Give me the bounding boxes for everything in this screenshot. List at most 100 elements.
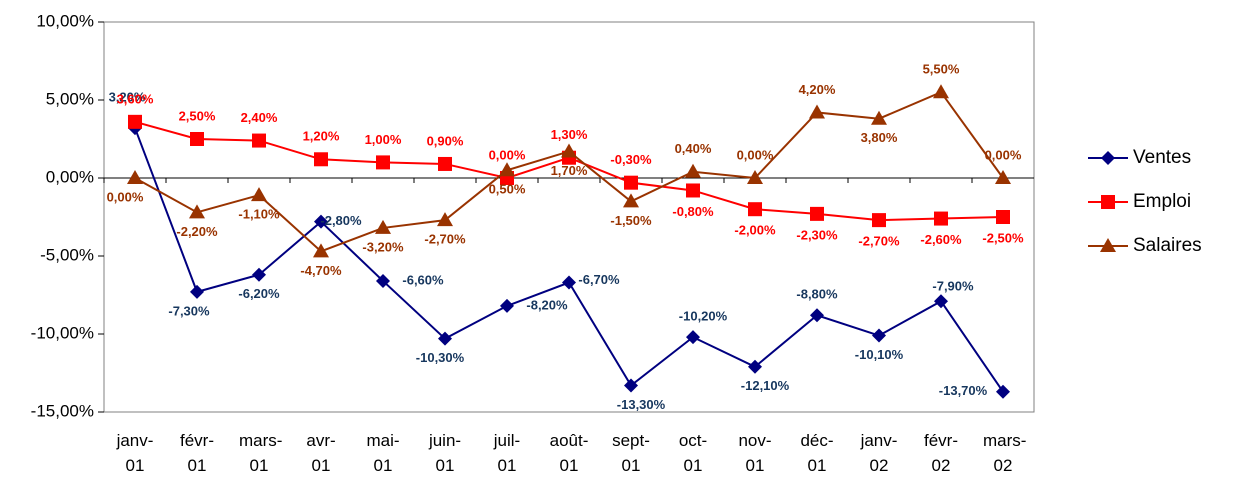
marker <box>375 219 391 234</box>
marker <box>314 214 328 229</box>
x-tick-label: sept-01 <box>612 431 650 475</box>
data-label: -2,60% <box>920 232 962 247</box>
data-label: 5,50% <box>923 62 960 77</box>
legend-label: Emploi <box>1133 191 1191 212</box>
data-label: 3,60% <box>117 91 154 106</box>
marker <box>872 328 886 343</box>
x-tick-label: juil-01 <box>493 431 521 475</box>
marker <box>252 133 266 148</box>
x-tick-label: déc-01 <box>800 431 834 475</box>
x-tick-label: avr-01 <box>306 431 336 475</box>
y-tick-label: -15,00% <box>31 401 94 420</box>
x-tick-label: mars-02 <box>983 431 1027 475</box>
data-label: -2,70% <box>858 234 900 249</box>
data-label: -8,80% <box>796 287 838 302</box>
marker <box>1101 151 1115 165</box>
x-tick-label: févr-01 <box>180 431 214 475</box>
marker <box>747 170 763 184</box>
legend-label: Salaires <box>1133 235 1202 256</box>
marker <box>809 104 825 119</box>
marker <box>1101 195 1115 209</box>
data-label: 0,90% <box>427 133 464 148</box>
data-label: -13,30% <box>617 397 666 412</box>
data-label: -2,50% <box>982 230 1024 245</box>
data-label: 0,00% <box>489 147 526 162</box>
data-label: -1,10% <box>238 207 280 222</box>
y-tick-label: 5,00% <box>46 89 94 108</box>
data-label: -2,00% <box>734 223 776 238</box>
marker <box>499 162 515 177</box>
data-label: -10,30% <box>416 350 465 365</box>
data-label: 0,50% <box>489 182 526 197</box>
marker <box>872 213 886 228</box>
data-label: -8,20% <box>526 297 568 312</box>
marker <box>190 132 204 146</box>
data-label: -4,70% <box>300 263 342 278</box>
legend-label: Ventes <box>1133 147 1191 168</box>
data-label: -1,50% <box>610 213 652 228</box>
marker <box>438 156 452 171</box>
data-label: -2,70% <box>424 232 466 247</box>
marker <box>500 298 514 313</box>
data-label: -2,30% <box>796 227 838 242</box>
data-label: -7,90% <box>932 279 974 294</box>
marker <box>128 114 142 129</box>
marker <box>562 275 576 290</box>
data-label: -10,10% <box>855 347 904 362</box>
data-label: -3,20% <box>362 239 404 254</box>
data-label: 3,20% <box>109 90 146 105</box>
marker <box>251 187 267 202</box>
data-label: -2,20% <box>176 224 218 239</box>
marker <box>686 330 700 345</box>
x-tick-label: août-01 <box>549 431 589 475</box>
marker <box>996 384 1010 399</box>
marker <box>314 152 328 167</box>
data-label: 4,20% <box>799 82 836 97</box>
data-label: 1,30% <box>551 127 588 142</box>
marker <box>624 378 638 393</box>
marker <box>934 294 948 309</box>
y-tick-label: 0,00% <box>46 167 94 186</box>
data-label: 2,50% <box>179 108 216 123</box>
marker <box>376 155 390 170</box>
x-tick-label: févr-02 <box>924 431 958 475</box>
data-label: 0,40% <box>675 141 712 156</box>
marker <box>995 170 1011 184</box>
y-tick-label: 10,00% <box>36 11 94 30</box>
data-label: -6,60% <box>402 272 444 287</box>
marker <box>810 308 824 323</box>
marker <box>252 267 266 282</box>
data-label: 0,00% <box>107 189 144 204</box>
data-label: -6,70% <box>578 272 620 287</box>
data-label: -0,30% <box>610 152 652 167</box>
marker <box>933 84 949 99</box>
x-tick-label: juin-01 <box>428 431 462 475</box>
marker <box>623 193 639 208</box>
x-tick-label: janv-02 <box>860 431 898 475</box>
marker <box>376 273 390 288</box>
marker <box>438 331 452 346</box>
plot-frame <box>103 21 1035 413</box>
y-tick-label: -5,00% <box>40 245 94 264</box>
data-label: 3,80% <box>861 130 898 145</box>
data-label: -0,80% <box>672 204 714 219</box>
data-label: -7,30% <box>168 303 210 318</box>
x-tick-label: janv-01 <box>116 431 154 475</box>
x-tick-label: oct-01 <box>678 431 708 475</box>
data-label: 1,20% <box>303 129 340 144</box>
marker <box>810 206 824 221</box>
marker <box>1100 238 1116 252</box>
marker <box>561 143 577 158</box>
data-label: -12,10% <box>741 378 790 393</box>
data-label: 2,40% <box>241 110 278 125</box>
data-label: 0,00% <box>737 147 774 162</box>
data-label: 1,00% <box>365 132 402 147</box>
marker <box>189 204 205 219</box>
marker <box>624 175 638 190</box>
data-label: -6,20% <box>238 286 280 301</box>
data-label: -13,70% <box>939 383 988 398</box>
marker <box>996 210 1010 224</box>
marker <box>934 211 948 226</box>
